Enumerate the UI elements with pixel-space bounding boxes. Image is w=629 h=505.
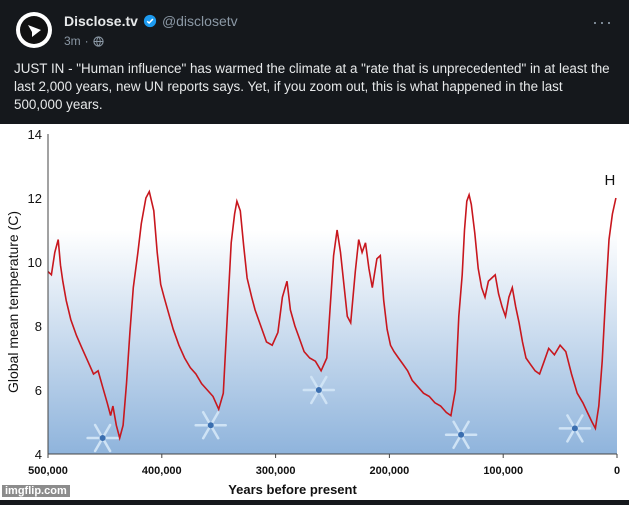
tweet-author-row: Disclose.tv @disclosetv [64,13,238,29]
snowflake-center [458,431,465,438]
snowflake-icon [444,420,478,450]
snowflake-center [207,422,214,429]
chart-image: 4 6 8 10 12 14 500,000 400,000 300,000 200,000 100… [0,124,629,500]
x-tick-label: 200,000 [370,465,410,477]
tweet-text: JUST IN - "Human influence" has warmed t… [14,61,610,112]
verified-badge-icon [143,14,157,28]
snowflake-center [571,425,578,432]
more-options-icon[interactable]: ··· [592,12,613,32]
tweet-meta: 3m · [64,34,104,48]
snowflake-markers [86,375,592,453]
chart-annotation: H [604,172,615,189]
display-name[interactable]: Disclose.tv [64,13,138,29]
tick-labels: 4 6 8 10 12 14 500,000 400,000 300,000 200,000 100… [28,127,621,477]
snowflake-icon [558,414,592,443]
x-tick-label: 300,000 [256,465,296,477]
y-axis-label: Global mean temperature (C) [5,211,21,393]
y-tick-label: 14 [28,127,42,142]
y-tick-label: 10 [28,255,42,270]
chart-axes [47,134,618,458]
snowflake-center [99,435,106,441]
handle[interactable]: @disclosetv [161,13,238,29]
x-tick-label: 500,000 [28,465,68,477]
x-tick-label: 400,000 [142,465,182,477]
tweet-time[interactable]: 3m [64,34,81,48]
globe-icon [93,35,104,47]
snowflake-icon [86,423,119,453]
y-tick-label: 12 [28,191,42,206]
y-tick-label: 8 [35,319,42,334]
snowflake-center [315,387,322,393]
tweet-header: Disclose.tv @disclosetv 3m · ··· JUST IN… [0,0,629,124]
snowflake-icon [194,410,227,440]
separator-dot: · [84,34,89,48]
temperature-chart: 4 6 8 10 12 14 500,000 400,000 300,000 200,000 100… [5,127,621,497]
x-tick-label: 0 [614,465,620,477]
snowflake-icon [302,375,336,405]
watermark-text: imgflip.com [2,485,70,497]
temperature-series-line [47,189,617,442]
y-tick-label: 4 [35,447,42,462]
avatar[interactable] [16,12,52,48]
disclosetv-logo-icon [20,16,48,44]
x-tick-label: 100,000 [483,465,523,477]
x-axis-label: Years before present [228,482,357,497]
y-tick-label: 6 [35,383,42,398]
